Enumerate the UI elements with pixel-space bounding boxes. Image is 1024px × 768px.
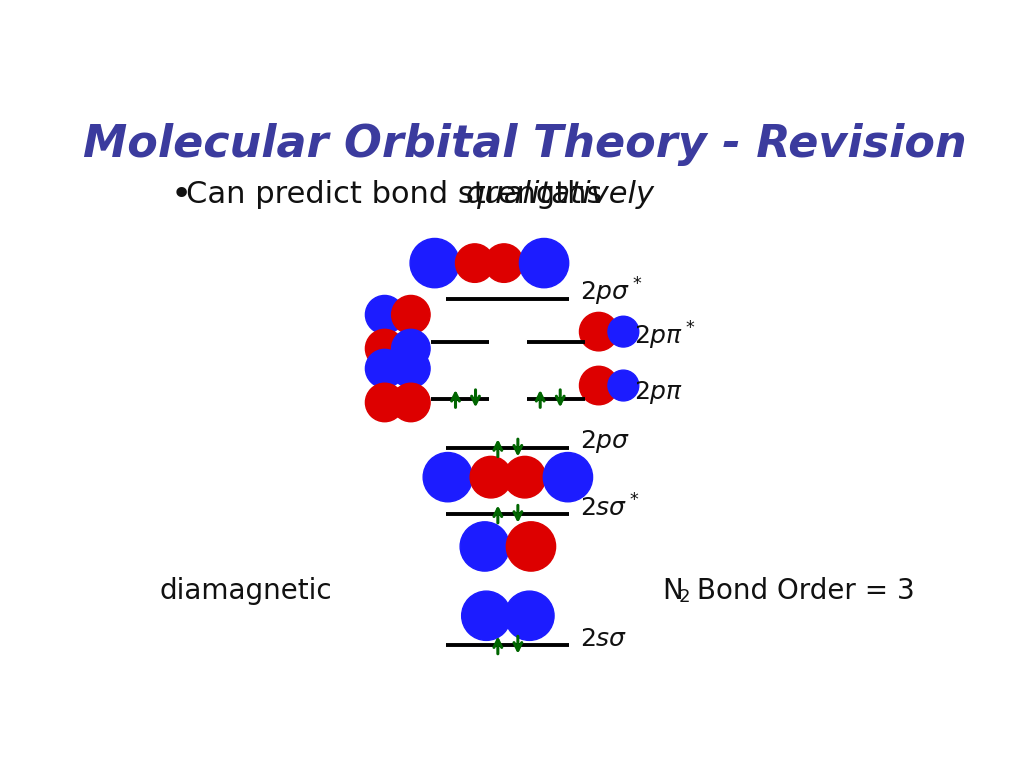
Circle shape [519,238,568,288]
Text: $2p\sigma$: $2p\sigma$ [581,429,631,455]
Text: $2s\sigma^*$: $2s\sigma^*$ [581,495,640,521]
Circle shape [391,329,430,368]
Circle shape [544,452,593,502]
Text: •: • [171,177,191,211]
Circle shape [410,238,460,288]
Circle shape [366,296,403,334]
Text: N: N [662,577,683,605]
Text: qualitatively: qualitatively [466,180,654,209]
Circle shape [608,370,639,401]
Circle shape [391,296,430,334]
Text: $2s\sigma$: $2s\sigma$ [581,627,628,650]
Circle shape [580,313,617,351]
Text: $2p\pi$: $2p\pi$ [634,379,683,406]
Circle shape [460,521,509,571]
Circle shape [484,244,523,283]
Circle shape [456,244,494,283]
Circle shape [423,452,472,502]
Text: Bond Order = 3: Bond Order = 3 [688,577,914,605]
Circle shape [391,349,430,388]
Text: Can predict bond strengths: Can predict bond strengths [186,180,612,209]
Text: $2p\sigma^*$: $2p\sigma^*$ [581,276,643,309]
Circle shape [366,349,403,388]
Text: 2: 2 [679,588,690,606]
Circle shape [505,591,554,641]
Circle shape [580,366,617,405]
Text: $2p\pi^*$: $2p\pi^*$ [634,320,695,353]
Circle shape [470,456,512,498]
Circle shape [366,383,403,422]
Circle shape [391,383,430,422]
Text: diamagnetic: diamagnetic [160,577,333,605]
Circle shape [506,521,556,571]
Text: Molecular Orbital Theory - Revision: Molecular Orbital Theory - Revision [83,123,967,166]
Circle shape [608,316,639,347]
Circle shape [504,456,546,498]
Circle shape [366,329,403,368]
Circle shape [462,591,511,641]
